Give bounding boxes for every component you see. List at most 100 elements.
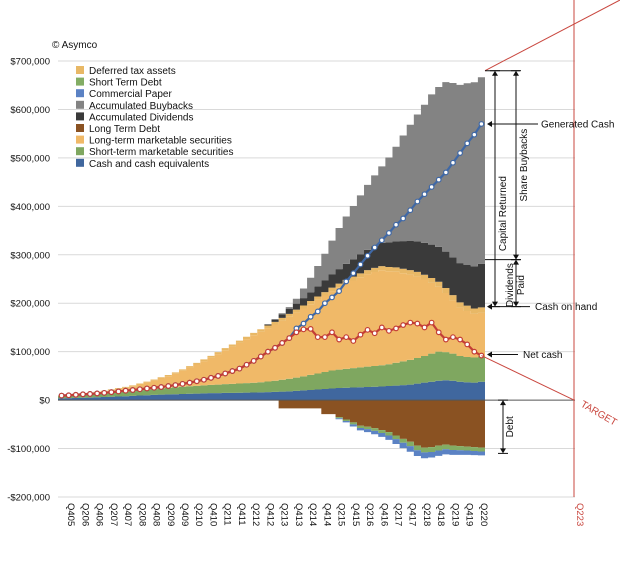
generated-cash-point xyxy=(400,215,407,222)
legend-swatch-6 xyxy=(76,135,84,144)
net-cash-point xyxy=(300,326,307,333)
y-tick-label-3: $400,000 xyxy=(10,202,50,213)
x-tick-label-29: Q220 xyxy=(478,503,489,526)
x-tick-label-18: Q414 xyxy=(321,503,332,526)
generated-cash-point xyxy=(357,261,364,268)
generated-cash-point xyxy=(414,198,421,205)
net-cash-point xyxy=(129,387,136,393)
legend-entry-1: Short Term Debt xyxy=(89,78,162,89)
net-cash-point xyxy=(393,325,399,332)
net-cash-point xyxy=(172,382,179,388)
generated-cash-label: Generated Cash xyxy=(541,119,614,130)
net-cash-point xyxy=(428,319,435,326)
debt-bracket-head-top xyxy=(500,400,506,406)
net-cash-point xyxy=(450,334,456,341)
debt-label: Debt xyxy=(505,416,516,437)
x-tick-label-25: Q218 xyxy=(421,503,432,526)
x-tick-label-13: Q212 xyxy=(250,503,261,526)
area-long-term-debt xyxy=(58,400,485,448)
generated-cash-point xyxy=(421,191,428,198)
generated-cash-point xyxy=(307,313,314,320)
y-tick-label-1: $600,000 xyxy=(10,105,50,116)
y-axis-ticks: $700,000 $600,000 $500,000 $400,000 $300,000… xyxy=(7,57,50,504)
generated-cash-point xyxy=(457,150,463,156)
net-cash-point xyxy=(457,336,463,343)
x-tick-label-2: Q406 xyxy=(94,503,105,526)
legend-entry-0: Deferred tax assets xyxy=(89,66,176,77)
net-cash-point xyxy=(378,324,385,331)
y-tick-label-8: -$100,000 xyxy=(7,444,50,455)
generated-cash-point xyxy=(407,207,414,214)
y-tick-label-0: $700,000 xyxy=(10,57,50,68)
x-tick-label-16: Q413 xyxy=(293,503,304,526)
x-axis-ticks: Q405 Q206 Q406 Q207 Q407 Q208 Q408 Q209 Q409 Q210… xyxy=(65,503,585,526)
net-cash-point xyxy=(279,340,286,346)
share-buybacks-bracket-head-top xyxy=(513,70,519,76)
net-cash-point xyxy=(435,329,442,336)
dividends-bracket-head-top xyxy=(513,259,519,265)
net-cash-point xyxy=(72,391,79,398)
generated-cash-point xyxy=(350,270,357,277)
target-line-net-cash xyxy=(481,355,575,401)
net-cash-point xyxy=(357,331,364,338)
generated-cash-point xyxy=(442,169,449,176)
net-cash-point xyxy=(407,319,414,326)
cash-on-hand-arrowhead xyxy=(487,303,492,310)
net-cash-point xyxy=(65,392,72,399)
generated-cash-point xyxy=(343,278,350,285)
net-cash-point xyxy=(215,372,222,379)
area-buybacks xyxy=(58,77,485,396)
net-cash-point xyxy=(329,329,335,336)
x-tick-label-0: Q405 xyxy=(65,503,76,526)
net-cash-point xyxy=(122,387,129,394)
net-cash-point xyxy=(478,352,485,359)
legend-swatch-4 xyxy=(76,112,84,121)
generated-cash-point xyxy=(321,300,328,307)
x-tick-label-27: Q219 xyxy=(449,503,460,526)
net-cash-point xyxy=(193,378,200,385)
net-cash-point xyxy=(400,322,407,328)
net-cash-point xyxy=(265,348,271,355)
net-cash-point xyxy=(286,335,293,342)
share-buybacks-bracket-head-bottom xyxy=(513,254,519,260)
generated-cash-point xyxy=(478,121,485,127)
capital-returned-bracket-head-bottom xyxy=(492,301,498,307)
legend-swatch-7 xyxy=(76,147,84,156)
x-tick-label-14: Q412 xyxy=(264,503,275,526)
net-cash-point xyxy=(414,320,421,327)
legend-entry-2: Commercial Paper xyxy=(89,89,172,100)
annotations: Generated Cash Net cash Cash on hand Capita… xyxy=(485,70,619,454)
net-cash-point xyxy=(257,353,264,360)
x-tick-label-8: Q409 xyxy=(179,503,190,526)
generated-cash-point xyxy=(428,184,435,190)
x-tick-label-17: Q214 xyxy=(307,503,318,526)
x-tick-label-28: Q419 xyxy=(464,503,475,526)
net-cash-point xyxy=(350,338,357,344)
x-tick-label-6: Q408 xyxy=(151,503,162,526)
x-tick-label-4: Q407 xyxy=(122,503,133,526)
y-tick-label-5: $200,000 xyxy=(10,299,50,310)
legend-entry-6: Long-term marketable securities xyxy=(89,136,232,147)
generated-cash-point xyxy=(378,237,385,244)
cash-on-hand-label: Cash on hand xyxy=(535,302,597,313)
net-cash-point xyxy=(136,386,143,393)
area-short-term-debt xyxy=(58,400,485,453)
legend-entry-5: Long Term Debt xyxy=(89,124,160,135)
net-cash-point xyxy=(272,344,278,351)
target-label: TARGET xyxy=(579,399,619,428)
capital-returned-bracket-head-top xyxy=(492,70,498,76)
net-cash-point xyxy=(471,348,478,355)
x-tick-label-15: Q213 xyxy=(279,503,290,526)
legend-entry-8: Cash and cash equivalents xyxy=(89,159,209,170)
generated-cash-point xyxy=(471,131,478,138)
net-cash-point xyxy=(364,326,371,333)
y-tick-label-7: $0 xyxy=(39,396,50,407)
net-cash-point xyxy=(343,334,350,341)
y-tick-label-2: $500,000 xyxy=(10,153,50,164)
generated-cash-point xyxy=(329,294,335,301)
x-tick-label-3: Q207 xyxy=(108,503,119,526)
generated-cash-point xyxy=(386,230,392,236)
legend-swatch-1 xyxy=(76,77,84,86)
